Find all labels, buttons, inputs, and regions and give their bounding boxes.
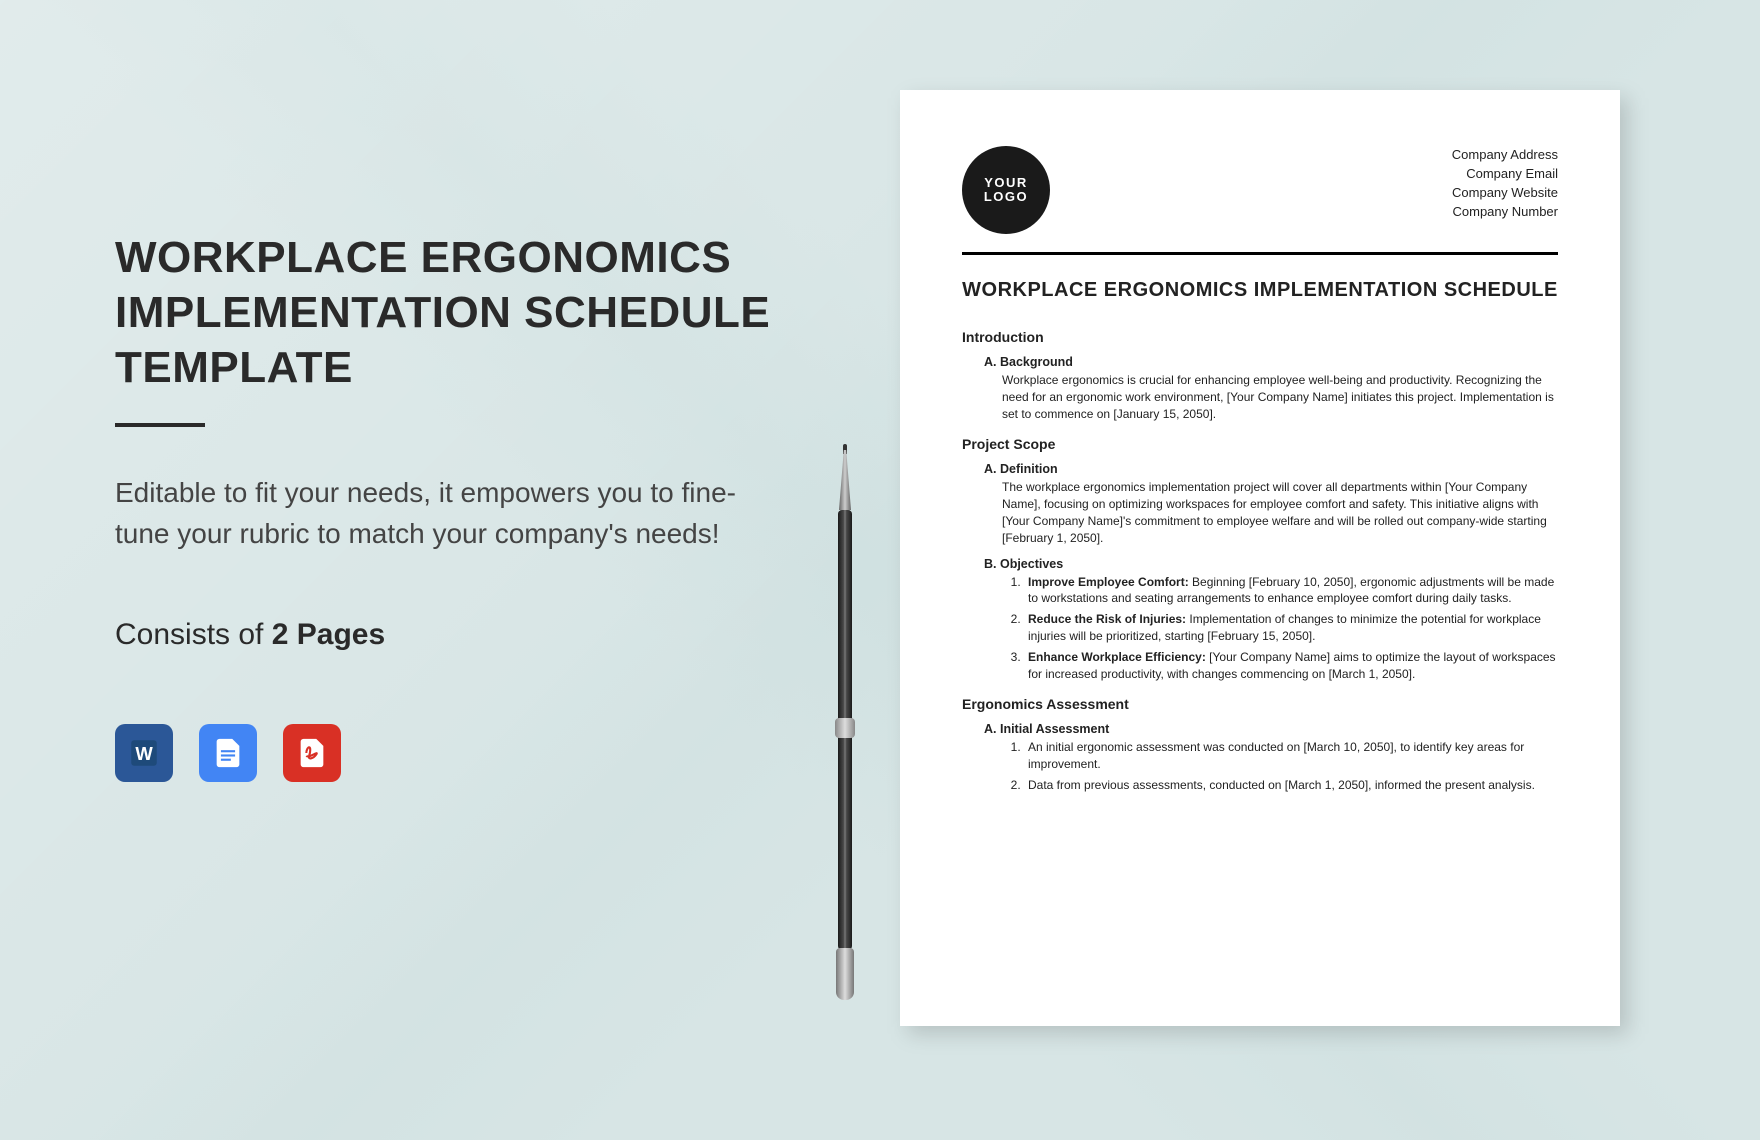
google-docs-icon xyxy=(199,724,257,782)
title-underline xyxy=(115,423,205,427)
logo-placeholder: YOUR LOGO xyxy=(962,146,1050,234)
company-address: Company Address xyxy=(1452,146,1558,165)
pages-info: Consists of 2 Pages xyxy=(115,618,775,652)
format-icons: W xyxy=(115,724,775,782)
section-assessment: Ergonomics Assessment xyxy=(962,696,1558,712)
intro-a-label: A. Background xyxy=(984,355,1558,369)
pages-count: 2 Pages xyxy=(272,618,385,651)
word-glyph-icon: W xyxy=(127,736,161,770)
docs-glyph-icon xyxy=(211,736,245,770)
objectives-list: Improve Employee Comfort: Beginning [Feb… xyxy=(1024,574,1558,683)
objective-1: Improve Employee Comfort: Beginning [Feb… xyxy=(1024,574,1558,608)
template-description: Editable to fit your needs, it empowers … xyxy=(115,473,775,554)
assessment-list: An initial ergonomic assessment was cond… xyxy=(1024,739,1558,793)
pen-graphic xyxy=(830,450,860,1010)
document-preview: YOUR LOGO Company Address Company Email … xyxy=(900,90,1620,1026)
logo-text-top: YOUR xyxy=(984,176,1028,190)
intro-background: A. Background Workplace ergonomics is cr… xyxy=(984,355,1558,422)
scope-b-label: B. Objectives xyxy=(984,557,1558,571)
scope-a-body: The workplace ergonomics implementation … xyxy=(1002,479,1558,546)
intro-a-body: Workplace ergonomics is crucial for enha… xyxy=(1002,372,1558,422)
company-website: Company Website xyxy=(1452,184,1558,203)
assessment-2: Data from previous assessments, conducte… xyxy=(1024,777,1558,794)
logo-text-bottom: LOGO xyxy=(984,190,1028,204)
scope-definition: A. Definition The workplace ergonomics i… xyxy=(984,462,1558,546)
document-divider xyxy=(962,252,1558,255)
section-scope: Project Scope xyxy=(962,436,1558,452)
company-number: Company Number xyxy=(1452,203,1558,222)
company-info: Company Address Company Email Company We… xyxy=(1452,146,1558,221)
scope-objectives: B. Objectives Improve Employee Comfort: … xyxy=(984,557,1558,683)
document-title: WORKPLACE ERGONOMICS IMPLEMENTATION SCHE… xyxy=(962,277,1558,303)
pdf-icon xyxy=(283,724,341,782)
template-title: WORKPLACE ERGONOMICS IMPLEMENTATION SCHE… xyxy=(115,230,775,395)
pages-prefix: Consists of xyxy=(115,618,272,651)
pdf-glyph-icon xyxy=(295,736,329,770)
section-introduction: Introduction xyxy=(962,329,1558,345)
document-header: YOUR LOGO Company Address Company Email … xyxy=(962,146,1558,234)
objective-3: Enhance Workplace Efficiency: [Your Comp… xyxy=(1024,649,1558,683)
company-email: Company Email xyxy=(1452,165,1558,184)
left-panel: WORKPLACE ERGONOMICS IMPLEMENTATION SCHE… xyxy=(115,230,775,782)
word-icon: W xyxy=(115,724,173,782)
assessment-initial: A. Initial Assessment An initial ergonom… xyxy=(984,722,1558,793)
assess-a-label: A. Initial Assessment xyxy=(984,722,1558,736)
svg-text:W: W xyxy=(135,743,153,764)
assessment-1: An initial ergonomic assessment was cond… xyxy=(1024,739,1558,773)
objective-2: Reduce the Risk of Injuries: Implementat… xyxy=(1024,611,1558,645)
scope-a-label: A. Definition xyxy=(984,462,1558,476)
